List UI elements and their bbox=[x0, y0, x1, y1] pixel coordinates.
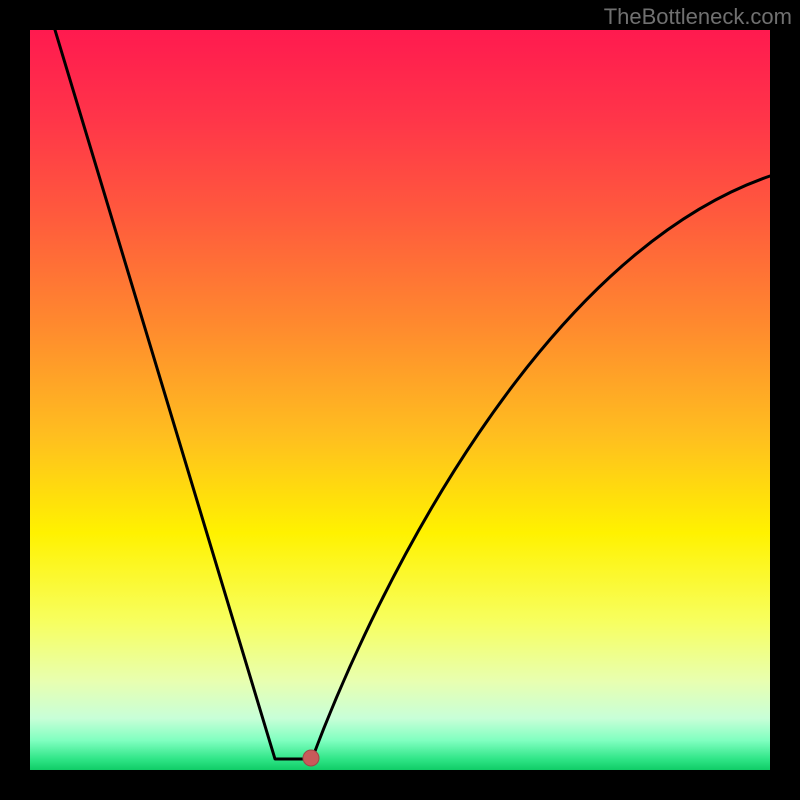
bottleneck-chart bbox=[0, 0, 800, 800]
minimum-marker bbox=[303, 750, 319, 766]
plot-area bbox=[30, 30, 770, 770]
chart-container: TheBottleneck.com bbox=[0, 0, 800, 800]
watermark-text: TheBottleneck.com bbox=[604, 4, 792, 30]
